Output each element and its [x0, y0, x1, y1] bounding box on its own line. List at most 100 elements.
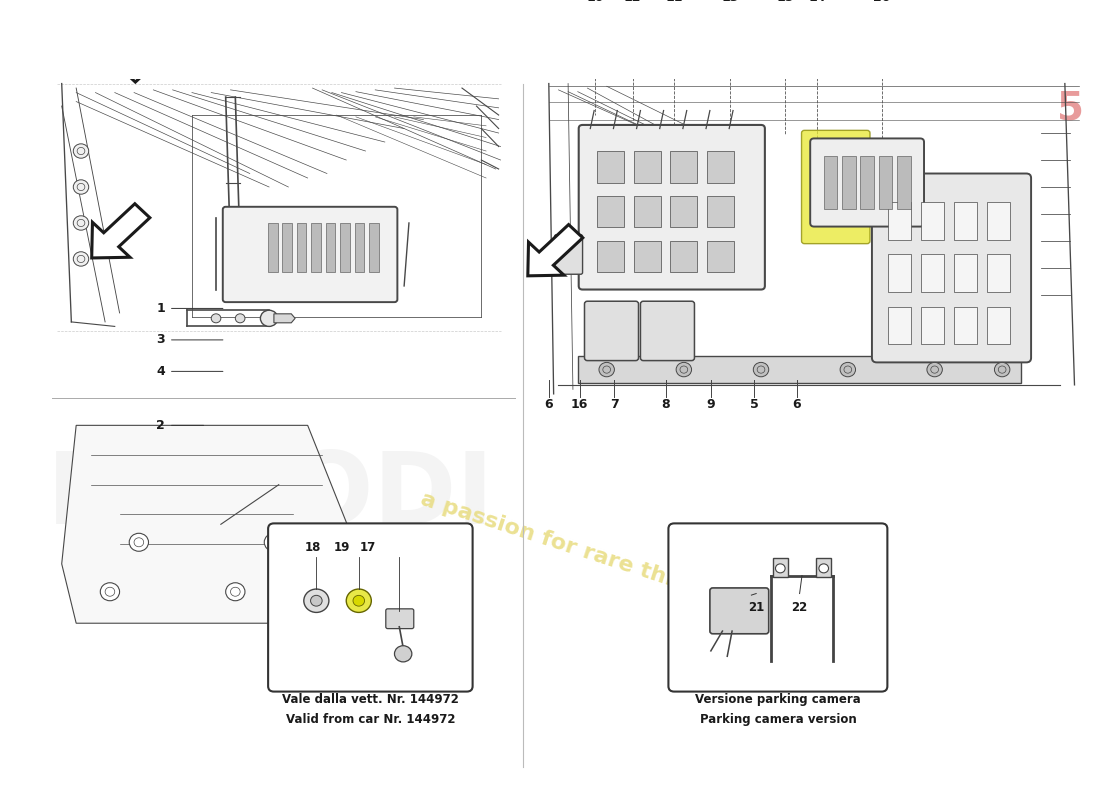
Text: 22: 22 — [792, 601, 807, 614]
Text: ELICODI: ELICODI — [47, 448, 495, 545]
Bar — [954, 306, 977, 345]
Text: 1: 1 — [156, 302, 165, 315]
Text: Valid from car Nr. 144972: Valid from car Nr. 144972 — [286, 713, 455, 726]
Bar — [370, 223, 378, 273]
Bar — [772, 558, 788, 578]
Circle shape — [840, 362, 856, 377]
Text: 16: 16 — [571, 398, 588, 411]
Bar — [597, 196, 624, 227]
Text: 15: 15 — [777, 0, 794, 3]
Circle shape — [264, 534, 284, 551]
Bar — [326, 223, 336, 273]
Text: 21: 21 — [748, 601, 764, 614]
Bar — [707, 196, 734, 227]
Bar — [634, 151, 661, 182]
FancyBboxPatch shape — [710, 588, 769, 634]
Circle shape — [600, 362, 615, 377]
Circle shape — [226, 582, 245, 601]
Circle shape — [395, 646, 411, 662]
Bar — [889, 202, 912, 240]
Bar — [889, 306, 912, 345]
Circle shape — [304, 589, 329, 613]
Text: 3: 3 — [156, 334, 165, 346]
Circle shape — [353, 595, 364, 606]
FancyBboxPatch shape — [386, 609, 414, 629]
FancyBboxPatch shape — [640, 302, 694, 361]
Circle shape — [74, 252, 89, 266]
Polygon shape — [274, 314, 295, 323]
Text: 14: 14 — [808, 0, 826, 3]
Text: a passion for rare things: a passion for rare things — [418, 490, 718, 604]
Circle shape — [676, 362, 692, 377]
Bar — [597, 241, 624, 273]
Bar — [954, 254, 977, 292]
Text: 20: 20 — [872, 0, 890, 3]
Bar — [597, 151, 624, 182]
Text: 17: 17 — [360, 541, 375, 554]
Text: 7: 7 — [610, 398, 619, 411]
Text: 12: 12 — [624, 0, 641, 3]
Bar — [954, 202, 977, 240]
Bar — [921, 254, 944, 292]
Text: 18: 18 — [305, 541, 321, 554]
Text: Versione parking camera: Versione parking camera — [695, 694, 861, 706]
Bar — [707, 241, 734, 273]
Polygon shape — [62, 426, 351, 623]
Polygon shape — [528, 225, 583, 276]
Bar — [987, 254, 1010, 292]
Circle shape — [310, 595, 322, 606]
Text: 6: 6 — [792, 398, 801, 411]
Text: Vale dalla vett. Nr. 144972: Vale dalla vett. Nr. 144972 — [282, 694, 459, 706]
Bar — [842, 155, 856, 210]
FancyBboxPatch shape — [584, 302, 638, 361]
Bar — [634, 196, 661, 227]
Text: 5: 5 — [1057, 90, 1085, 128]
Text: 2: 2 — [156, 419, 165, 432]
Bar — [824, 155, 837, 210]
Bar — [889, 254, 912, 292]
Bar — [879, 155, 892, 210]
FancyBboxPatch shape — [811, 138, 924, 226]
FancyBboxPatch shape — [554, 234, 583, 274]
Bar — [297, 223, 307, 273]
Text: 13: 13 — [722, 0, 739, 3]
Circle shape — [994, 362, 1010, 377]
Bar — [921, 202, 944, 240]
Text: 8: 8 — [661, 398, 670, 411]
Bar — [896, 155, 911, 210]
Circle shape — [235, 314, 245, 323]
Bar — [283, 223, 292, 273]
Bar — [311, 223, 321, 273]
Polygon shape — [91, 204, 150, 258]
Text: 11: 11 — [666, 0, 683, 3]
Bar — [670, 241, 697, 273]
FancyBboxPatch shape — [669, 523, 888, 691]
Polygon shape — [578, 356, 1022, 383]
Bar — [987, 202, 1010, 240]
FancyBboxPatch shape — [872, 174, 1031, 362]
Circle shape — [776, 564, 785, 573]
Ellipse shape — [261, 310, 278, 326]
Bar — [634, 241, 661, 273]
Circle shape — [100, 582, 120, 601]
Circle shape — [211, 314, 221, 323]
Text: 5: 5 — [750, 398, 759, 411]
Circle shape — [74, 180, 89, 194]
FancyBboxPatch shape — [268, 523, 473, 691]
Text: 9: 9 — [706, 398, 715, 411]
Circle shape — [74, 216, 89, 230]
Text: 19: 19 — [333, 541, 350, 554]
Circle shape — [74, 144, 89, 158]
FancyBboxPatch shape — [802, 130, 870, 244]
Text: 4: 4 — [156, 365, 165, 378]
Bar — [816, 558, 832, 578]
FancyBboxPatch shape — [579, 125, 764, 290]
Text: 6: 6 — [544, 398, 553, 411]
FancyBboxPatch shape — [223, 206, 397, 302]
Bar — [860, 155, 873, 210]
Bar — [354, 223, 364, 273]
Circle shape — [818, 564, 828, 573]
Circle shape — [346, 589, 372, 613]
Bar — [268, 223, 277, 273]
Bar — [670, 151, 697, 182]
